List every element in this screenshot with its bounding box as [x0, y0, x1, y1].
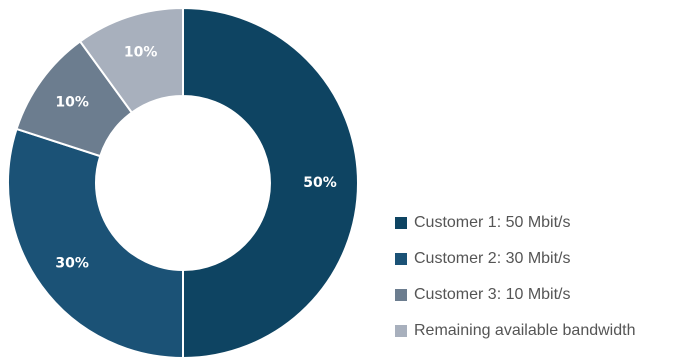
legend-item-customer-2: Customer 2: 30 Mbit/s — [395, 241, 635, 277]
legend-item-customer-3: Customer 3: 10 Mbit/s — [395, 277, 635, 313]
donut-slice-4 — [78, 6, 184, 115]
legend-label-remaining-bandwidth: Remaining available bandwidth — [414, 322, 636, 339]
legend-swatch-customer-2 — [395, 253, 407, 265]
legend-swatch-customer-3 — [395, 289, 407, 301]
legend-swatch-remaining-bandwidth — [395, 325, 407, 337]
legend-label-customer-2: Customer 2: 30 Mbit/s — [414, 250, 571, 267]
slice-label-2: 30% — [55, 256, 89, 272]
legend-item-customer-1: Customer 1: 50 Mbit/s — [395, 205, 635, 241]
slice-label-4: 10% — [124, 45, 158, 61]
legend-swatch-customer-1 — [395, 217, 407, 229]
legend-label-customer-3: Customer 3: 10 Mbit/s — [414, 286, 571, 303]
chart-slices — [7, 6, 359, 360]
donut-slice-2 — [7, 127, 184, 360]
legend-item-remaining-bandwidth: Remaining available bandwidth — [395, 313, 635, 349]
chart-legend: Customer 1: 50 Mbit/s Customer 2: 30 Mbi… — [395, 205, 635, 349]
slice-label-3: 10% — [55, 94, 89, 110]
chart-slice-labels: 50% 30% 10% 10% — [55, 45, 336, 272]
legend-label-customer-1: Customer 1: 50 Mbit/s — [414, 214, 571, 231]
donut-slice-1 — [182, 6, 359, 360]
slice-label-1: 50% — [303, 175, 337, 191]
